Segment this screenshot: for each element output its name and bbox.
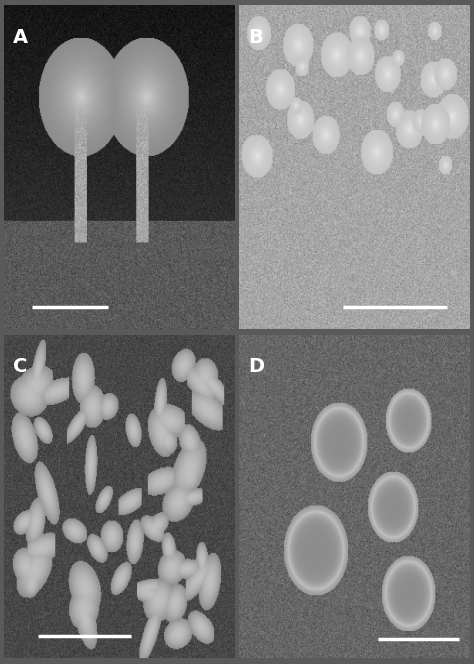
Text: B: B [248, 28, 263, 47]
Text: C: C [13, 357, 27, 376]
Text: D: D [248, 357, 264, 376]
Text: A: A [13, 28, 28, 47]
